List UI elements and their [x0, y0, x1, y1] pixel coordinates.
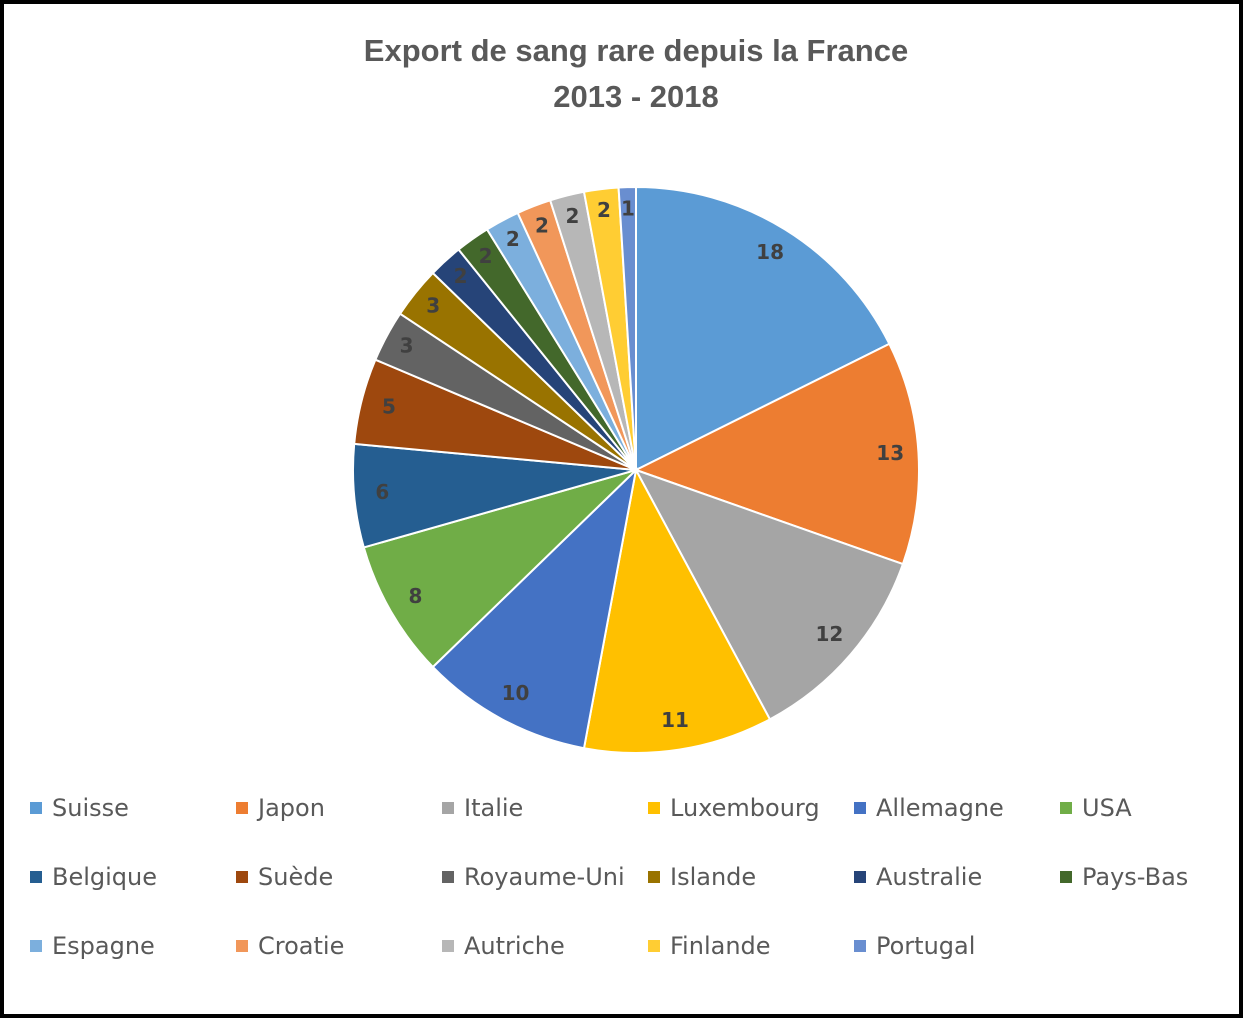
legend-swatch: [30, 802, 42, 814]
legend-label: Japon: [256, 794, 325, 822]
data-label: 2: [479, 244, 493, 268]
legend-swatch: [1060, 871, 1072, 883]
chart-title: Export de sang rare depuis la France: [364, 33, 908, 68]
legend-swatch: [648, 940, 660, 952]
data-label: 5: [382, 394, 396, 418]
chart-title: 2013 - 2018: [553, 79, 718, 114]
legend-label: Italie: [464, 794, 523, 822]
legend-label: Finlande: [670, 932, 771, 960]
legend-label: Luxembourg: [670, 794, 820, 822]
legend-label: Portugal: [876, 932, 975, 960]
legend-label: Australie: [876, 863, 982, 891]
data-label: 3: [400, 333, 414, 357]
legend-swatch: [30, 940, 42, 952]
pie-slice: [635, 185, 891, 472]
legend-swatch: [1060, 802, 1072, 814]
legend-label: Belgique: [52, 863, 157, 891]
data-label: 12: [815, 622, 843, 646]
pie-slice: [633, 468, 905, 721]
legend-swatch: [648, 871, 660, 883]
data-label: 2: [454, 264, 468, 288]
legend-label: Espagne: [52, 932, 155, 960]
legend-label: Autriche: [464, 932, 565, 960]
legend-swatch: [648, 802, 660, 814]
legend-label: Pays-Bas: [1082, 863, 1188, 891]
legend-label: USA: [1082, 794, 1132, 822]
legend-swatch: [30, 871, 42, 883]
legend-label: Islande: [670, 863, 756, 891]
legend-label: Suède: [258, 863, 333, 891]
pie-slice: [617, 185, 637, 471]
legend-swatch: [854, 802, 866, 814]
legend-swatch: [442, 940, 454, 952]
data-label: 18: [756, 240, 784, 264]
data-label: 6: [375, 480, 389, 504]
data-label: 3: [426, 293, 440, 317]
pie-slice: [582, 467, 772, 754]
legend-swatch: [854, 871, 866, 883]
legend-swatch: [854, 940, 866, 952]
legend-swatch: [236, 871, 248, 883]
legend-swatch: [236, 940, 248, 952]
legend-swatch: [236, 802, 248, 814]
data-label: 2: [566, 204, 580, 228]
pie-slice: [633, 342, 920, 566]
legend-label: Croatie: [258, 932, 344, 960]
data-label: 1: [621, 196, 635, 220]
data-label: 10: [502, 681, 530, 705]
data-label: 13: [876, 441, 904, 465]
pie-slice: [362, 469, 637, 669]
data-label: 2: [535, 214, 549, 238]
data-label: 8: [408, 584, 422, 608]
legend-label: Royaume-Uni: [464, 863, 625, 891]
data-label: 11: [661, 708, 689, 732]
pie-slice: [431, 467, 638, 750]
data-label: 2: [506, 227, 520, 251]
legend-swatch: [442, 871, 454, 883]
legend-swatch: [442, 802, 454, 814]
legend-label: Suisse: [52, 794, 129, 822]
legend-label: Allemagne: [876, 794, 1004, 822]
data-label: 2: [597, 198, 611, 222]
